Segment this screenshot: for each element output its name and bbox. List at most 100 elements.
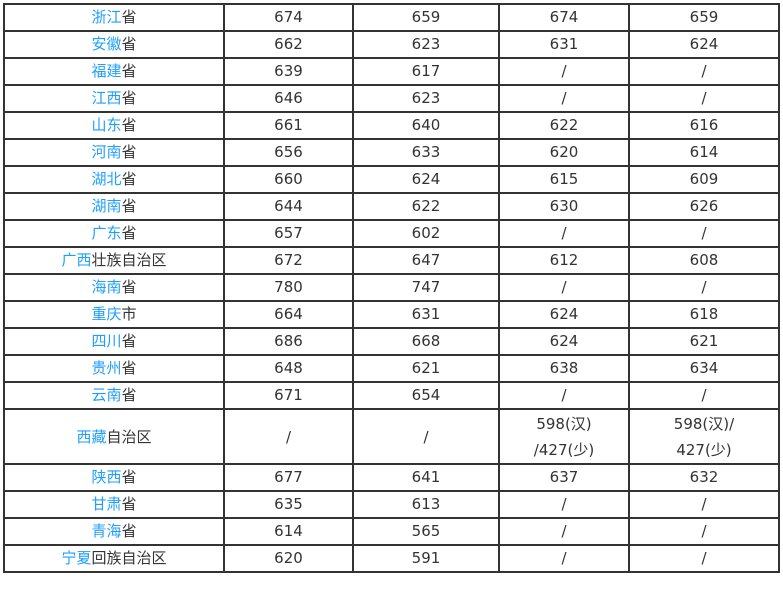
score-cell: 623 — [352, 84, 500, 113]
score-cell: / — [628, 381, 780, 410]
score-cell: 641 — [352, 463, 500, 492]
score-cell: 624 — [498, 300, 630, 329]
score-cell: 647 — [352, 246, 500, 275]
province-cell: 云南省 — [3, 381, 225, 410]
score-cell: 591 — [352, 544, 500, 573]
score-cell: 660 — [223, 165, 354, 194]
score-cell: 677 — [223, 463, 354, 492]
table-row: 江西省 646 623// — [3, 84, 780, 113]
province-link[interactable]: 河南 — [91, 143, 122, 161]
province-link[interactable]: 西藏 — [76, 427, 107, 446]
province-suffix: 省 — [121, 143, 137, 161]
province-link[interactable]: 青海 — [91, 522, 122, 540]
score-cell: 622 — [498, 111, 630, 140]
score-cell: 621 — [628, 327, 780, 356]
score-cell: 630 — [498, 192, 630, 221]
province-cell: 山东省 — [3, 111, 225, 140]
province-link[interactable]: 福建 — [91, 62, 122, 80]
province-link[interactable]: 海南 — [91, 278, 122, 296]
province-suffix: 省 — [121, 495, 137, 513]
province-link[interactable]: 安徽 — [91, 35, 122, 53]
score-cell: 620 — [498, 138, 630, 167]
province-suffix: 省 — [121, 278, 137, 296]
table-row: 山东省 661 640 622 616 — [3, 111, 780, 140]
score-cell: / — [498, 544, 630, 573]
table-row: 重庆市 664 631 624 618 — [3, 300, 780, 329]
score-cell: 659 — [628, 3, 780, 32]
score-cell: / — [628, 490, 780, 519]
score-cell: 618 — [628, 300, 780, 329]
score-cell: 635 — [223, 490, 354, 519]
score-cell: 631 — [352, 300, 500, 329]
table-row: 贵州省 648 621 638 634 — [3, 354, 780, 383]
province-link[interactable]: 江西 — [91, 89, 122, 107]
province-cell: 陕西省 — [3, 463, 225, 492]
score-cell: 624 — [352, 165, 500, 194]
province-link[interactable]: 云南 — [91, 386, 122, 404]
score-cell: 644 — [223, 192, 354, 221]
province-link[interactable]: 湖南 — [91, 197, 122, 215]
score-cell: 639 — [223, 57, 354, 86]
score-cell: 672 — [223, 246, 354, 275]
province-cell: 湖北省 — [3, 165, 225, 194]
score-cell: 631 — [498, 30, 630, 59]
table-row: 广西壮族自治区 672 647 612 608 — [3, 246, 780, 275]
score-cell: 780 — [223, 273, 354, 302]
table-row: 四川省 686 668 624 621 — [3, 327, 780, 356]
province-link[interactable]: 湖北 — [91, 170, 122, 188]
score-cell: 622 — [352, 192, 500, 221]
table-row: 宁夏回族自治区 620 591// — [3, 544, 780, 573]
table-row: 云南省 671 654// — [3, 381, 780, 410]
score-cell: 598(汉)/ 427(少) — [628, 408, 780, 465]
table-row: 浙江省 674 659 674 659 — [3, 3, 780, 32]
province-link[interactable]: 广东 — [91, 224, 122, 242]
score-cell: 632 — [628, 463, 780, 492]
score-cell: 654 — [352, 381, 500, 410]
table-row: 青海省 614 565// — [3, 517, 780, 546]
province-link[interactable]: 宁夏 — [61, 549, 92, 567]
score-cell: 621 — [352, 354, 500, 383]
score-cell: 662 — [223, 30, 354, 59]
province-link[interactable]: 广西 — [61, 251, 92, 269]
province-suffix: 自治区 — [106, 427, 152, 446]
score-cell: 624 — [498, 327, 630, 356]
province-link[interactable]: 浙江 — [91, 8, 122, 26]
score-cell: 656 — [223, 138, 354, 167]
province-cell: 江西省 — [3, 84, 225, 113]
score-cell: 614 — [223, 517, 354, 546]
score-cell: 612 — [498, 246, 630, 275]
score-cell: 602 — [352, 219, 500, 248]
province-cell: 青海省 — [3, 517, 225, 546]
score-cell: / — [498, 273, 630, 302]
province-cell: 贵州省 — [3, 354, 225, 383]
score-cell: 634 — [628, 354, 780, 383]
province-link[interactable]: 甘肃 — [91, 495, 122, 513]
score-cell: / — [628, 273, 780, 302]
score-line: 598(汉) — [536, 414, 592, 433]
table-row: 安徽省 662 623 631 624 — [3, 30, 780, 59]
score-cell: / — [628, 84, 780, 113]
score-line: 598(汉)/ — [673, 414, 735, 433]
score-cell: 671 — [223, 381, 354, 410]
table-row: 河南省 656 633 620 614 — [3, 138, 780, 167]
province-suffix: 省 — [121, 359, 137, 377]
table-row: 福建省 639 617// — [3, 57, 780, 86]
province-suffix: 省 — [121, 170, 137, 188]
score-cell: 646 — [223, 84, 354, 113]
province-link[interactable]: 贵州 — [91, 359, 122, 377]
province-suffix: 省 — [121, 224, 137, 242]
province-cell: 广东省 — [3, 219, 225, 248]
score-cell: 614 — [628, 138, 780, 167]
score-cell: 747 — [352, 273, 500, 302]
score-cell: 624 — [628, 30, 780, 59]
province-suffix: 省 — [121, 197, 137, 215]
score-line: 427(少) — [676, 440, 732, 459]
province-cell: 四川省 — [3, 327, 225, 356]
province-link[interactable]: 四川 — [91, 332, 122, 350]
province-link[interactable]: 山东 — [91, 116, 122, 134]
table-row: 甘肃省 635 613// — [3, 490, 780, 519]
province-suffix: 省 — [121, 8, 137, 26]
province-link[interactable]: 陕西 — [91, 468, 122, 486]
province-suffix: 省 — [121, 35, 137, 53]
province-link[interactable]: 重庆 — [91, 305, 122, 323]
